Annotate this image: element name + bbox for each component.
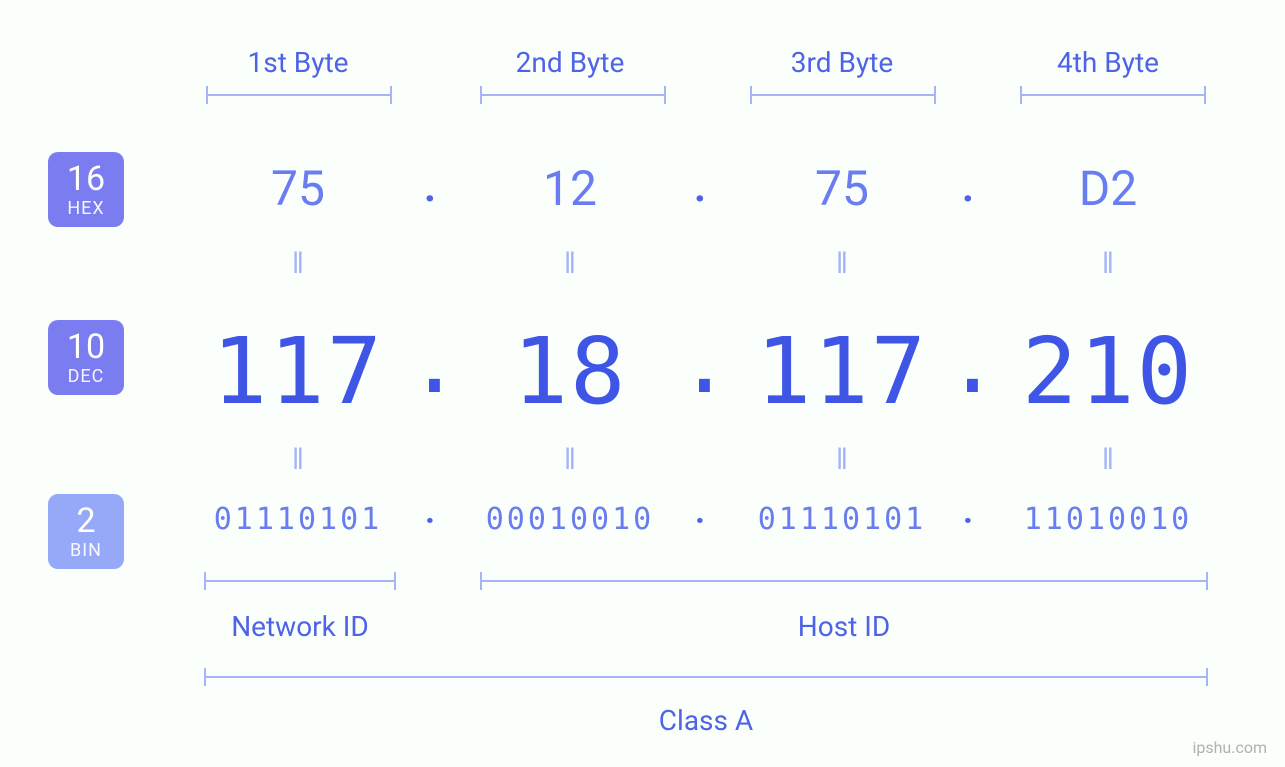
bin-byte-3: 01110101 xyxy=(722,502,962,537)
hex-byte-1: 75 xyxy=(198,160,398,217)
equals-dec-bin-2: ǁ xyxy=(550,442,590,477)
bin-byte-4: 11010010 xyxy=(988,502,1228,537)
top-bracket-4 xyxy=(1020,86,1206,104)
equals-hex-dec-1: ǁ xyxy=(278,246,318,281)
bin-dot-3: . xyxy=(954,486,982,533)
hex-dot-3: . xyxy=(952,156,984,213)
bin-byte-1: 01110101 xyxy=(178,502,418,537)
network-bracket xyxy=(204,572,396,590)
dec-byte-3: 117 xyxy=(727,318,957,425)
equals-hex-dec-2: ǁ xyxy=(550,246,590,281)
network-id-label: Network ID xyxy=(180,610,420,643)
dec-byte-1: 117 xyxy=(183,318,413,425)
top-bracket-2 xyxy=(480,86,666,104)
dec-dot-3: . xyxy=(946,310,990,413)
badge-num: 16 xyxy=(48,162,124,196)
hex-byte-4: D2 xyxy=(1008,160,1208,217)
dec-byte-2: 18 xyxy=(470,318,670,425)
badge-num: 10 xyxy=(48,330,124,364)
base-badge-dec: 10DEC xyxy=(48,320,124,395)
dec-byte-4: 210 xyxy=(993,318,1223,425)
bin-dot-2: . xyxy=(686,486,714,533)
watermark: ipshu.com xyxy=(1192,738,1267,757)
byte-header-3: 3rd Byte xyxy=(742,46,942,79)
top-bracket-1 xyxy=(206,86,392,104)
equals-hex-dec-3: ǁ xyxy=(822,246,862,281)
dec-dot-1: . xyxy=(408,310,452,413)
badge-label: DEC xyxy=(48,366,124,387)
base-badge-hex: 16HEX xyxy=(48,152,124,227)
equals-dec-bin-3: ǁ xyxy=(822,442,862,477)
top-bracket-3 xyxy=(750,86,936,104)
equals-hex-dec-4: ǁ xyxy=(1088,246,1128,281)
bin-dot-1: . xyxy=(416,486,444,533)
class-label: Class A xyxy=(586,704,826,737)
host-bracket xyxy=(480,572,1208,590)
equals-dec-bin-4: ǁ xyxy=(1088,442,1128,477)
byte-header-2: 2nd Byte xyxy=(470,46,670,79)
bin-byte-2: 00010010 xyxy=(450,502,690,537)
dec-dot-2: . xyxy=(678,310,722,413)
badge-label: HEX xyxy=(48,198,124,219)
host-id-label: Host ID xyxy=(724,610,964,643)
class-bracket xyxy=(204,668,1208,686)
equals-dec-bin-1: ǁ xyxy=(278,442,318,477)
badge-num: 2 xyxy=(48,504,124,538)
hex-dot-1: . xyxy=(414,156,446,213)
badge-label: BIN xyxy=(48,540,124,561)
hex-byte-3: 75 xyxy=(742,160,942,217)
hex-dot-2: . xyxy=(684,156,716,213)
hex-byte-2: 12 xyxy=(470,160,670,217)
byte-header-4: 4th Byte xyxy=(1008,46,1208,79)
base-badge-bin: 2BIN xyxy=(48,494,124,569)
byte-header-1: 1st Byte xyxy=(198,46,398,79)
